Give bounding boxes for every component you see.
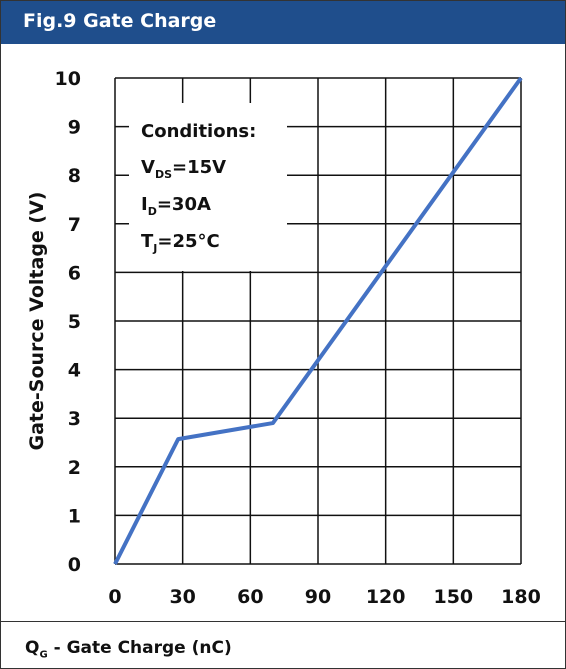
x-tick-label: 120 [366, 586, 406, 608]
conditions-annotation: Conditions: VDS=15V ID=30A TJ=25°C [141, 121, 256, 255]
title-bar: Fig.9 Gate Charge [1, 1, 565, 44]
y-axis-label: Gate-Source Voltage (V) [26, 192, 48, 451]
x-tick-label: 30 [169, 586, 195, 608]
x-axis-label-sub: G [39, 649, 48, 661]
x-tick-label: 60 [237, 586, 263, 608]
y-tick-labels: 0 1 2 3 4 5 6 7 8 9 10 [55, 68, 81, 576]
y-tick-label: 10 [55, 68, 81, 90]
x-tick-label: 90 [305, 586, 331, 608]
conditions-heading: Conditions: [141, 121, 256, 142]
y-tick-label: 7 [68, 214, 81, 236]
x-tick-labels: 0 30 60 90 120 150 180 [108, 586, 540, 608]
x-axis-label-rest: - Gate Charge (nC) [47, 638, 232, 658]
x-tick-label: 150 [433, 586, 473, 608]
x-tick-label: 0 [108, 586, 121, 608]
conditions-box [129, 103, 287, 271]
y-tick-label: 0 [68, 554, 81, 576]
grid [114, 77, 522, 565]
y-tick-label: 9 [68, 117, 81, 139]
chart-title: Fig.9 Gate Charge [23, 10, 217, 32]
condition-line: VDS=15V [141, 157, 226, 181]
y-tick-label: 3 [68, 408, 81, 430]
x-axis-label-main: Q [25, 638, 40, 658]
y-tick-label: 5 [68, 311, 81, 333]
y-tick-label: 2 [68, 457, 81, 479]
y-tick-label: 1 [68, 505, 81, 527]
series-line [113, 76, 523, 565]
condition-line: TJ=25°C [141, 231, 220, 255]
x-tick-label: 180 [501, 586, 541, 608]
chart-svg: 0 30 60 90 120 150 180 0 1 2 3 4 5 6 7 8 9 10 Conditions… [26, 68, 541, 608]
condition-line: ID=30A [141, 194, 211, 218]
footer-divider [1, 621, 565, 622]
y-tick-label: 8 [68, 165, 81, 187]
x-axis-label: QG - Gate Charge (nC) [25, 638, 232, 660]
y-tick-label: 4 [68, 360, 81, 382]
y-tick-label: 6 [68, 262, 81, 284]
